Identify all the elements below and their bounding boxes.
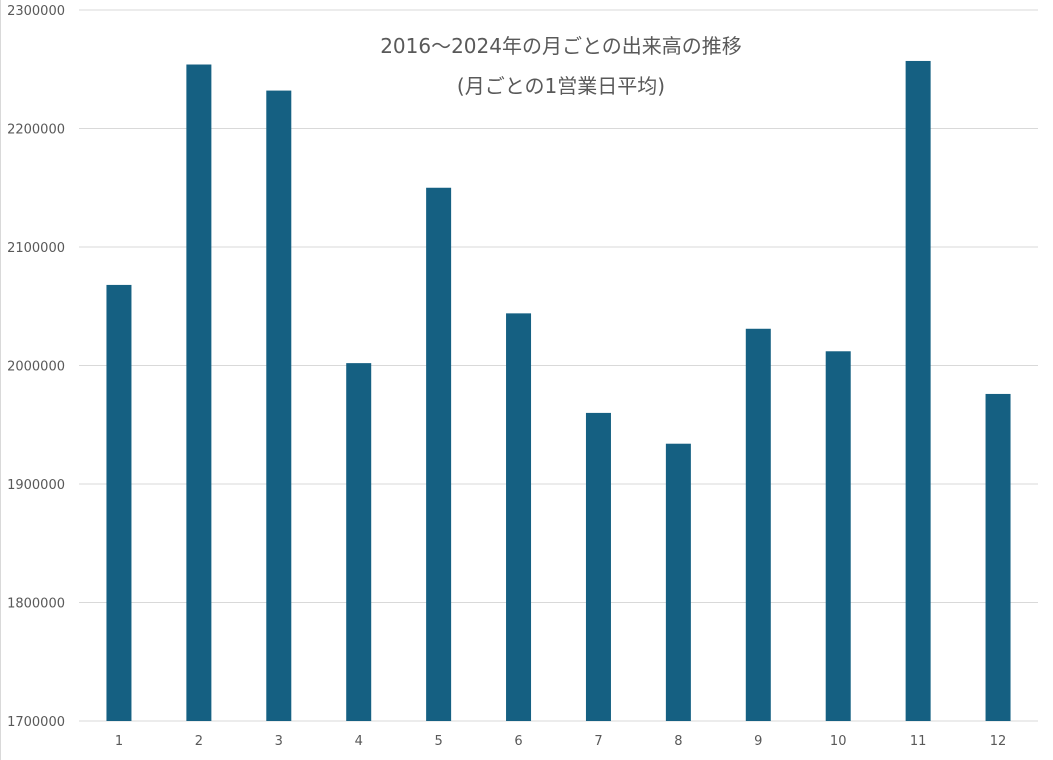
y-tick-label: 1700000 bbox=[7, 715, 65, 730]
y-tick-label: 2300000 bbox=[7, 4, 65, 19]
y-tick-label: 1800000 bbox=[7, 597, 65, 612]
bar-month-1 bbox=[106, 284, 132, 721]
y-tick-label: 2200000 bbox=[7, 123, 65, 138]
x-tick-label: 9 bbox=[754, 734, 762, 749]
bar-month-8 bbox=[665, 443, 691, 721]
y-tick-label: 1900000 bbox=[7, 478, 65, 493]
x-tick-label: 12 bbox=[990, 734, 1007, 749]
x-tick-label: 10 bbox=[830, 734, 847, 749]
y-axis-tick-labels: 1700000 1800000 1900000 2000000 2100000 22000… bbox=[7, 4, 65, 730]
bar-month-11 bbox=[905, 60, 931, 721]
x-tick-label: 3 bbox=[275, 734, 283, 749]
x-tick-label: 5 bbox=[434, 734, 442, 749]
bar-month-6 bbox=[506, 313, 532, 721]
x-tick-label: 2 bbox=[195, 734, 203, 749]
bar-month-9 bbox=[745, 328, 771, 721]
bar-month-3 bbox=[266, 90, 292, 721]
y-tick-label: 2000000 bbox=[7, 360, 65, 375]
bars bbox=[106, 60, 1011, 721]
bar-month-5 bbox=[426, 187, 452, 721]
bar-month-10 bbox=[825, 351, 851, 721]
x-tick-label: 11 bbox=[910, 734, 927, 749]
x-tick-label: 4 bbox=[355, 734, 363, 749]
bar-month-4 bbox=[346, 363, 372, 721]
x-axis-tick-labels: 1 2 3 4 5 6 7 8 9 10 11 12 bbox=[115, 734, 1006, 749]
x-tick-label: 8 bbox=[674, 734, 682, 749]
chart-title: 2016～2024年の月ごとの出来高の推移 bbox=[380, 34, 742, 58]
y-tick-label: 2100000 bbox=[7, 241, 65, 256]
gridlines bbox=[79, 9, 1038, 722]
x-tick-label: 6 bbox=[514, 734, 522, 749]
x-tick-label: 7 bbox=[594, 734, 602, 749]
x-tick-label: 1 bbox=[115, 734, 123, 749]
bar-month-2 bbox=[186, 64, 212, 721]
bar-month-12 bbox=[985, 393, 1011, 721]
bar-month-7 bbox=[585, 412, 611, 721]
chart-subtitle: (月ごとの1営業日平均) bbox=[456, 74, 666, 98]
